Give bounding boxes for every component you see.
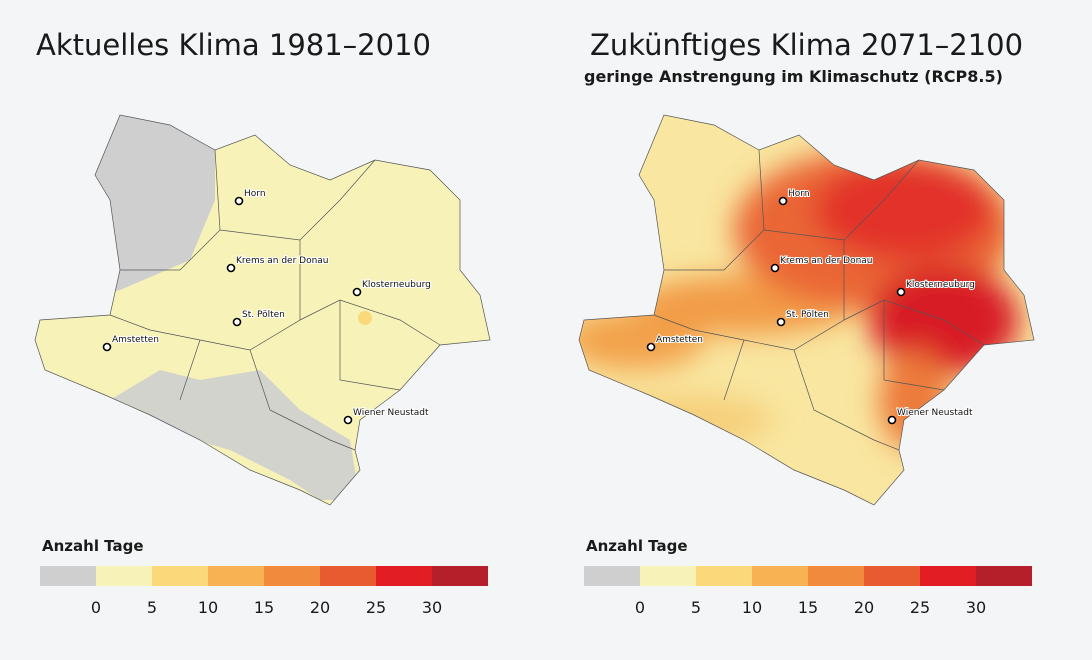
city-label: Klosterneuburg (362, 280, 431, 290)
map-current: Horn Krems an der Donau Klosterneuburg St. … (34, 114, 491, 506)
legend-title: Anzahl Tage (42, 537, 144, 555)
legend-swatch (864, 566, 920, 586)
map-subtitle: geringe Anstrengung im Klimaschutz (RCP8… (584, 67, 1003, 86)
legend-swatch (96, 566, 152, 586)
legend-tick-label: 10 (742, 598, 762, 617)
city-label: Wiener Neustadt (897, 408, 973, 418)
legend-swatch (752, 566, 808, 586)
city-marker (226, 263, 236, 273)
city-label: Krems an der Donau (236, 256, 329, 266)
legend-swatch (584, 566, 640, 586)
city-marker (102, 342, 112, 352)
city-marker (776, 317, 786, 327)
legend-tick-label: 30 (966, 598, 986, 617)
legend-title: Anzahl Tage (586, 537, 688, 555)
legend-tick-label: 0 (91, 598, 101, 617)
legend-swatch (208, 566, 264, 586)
city-marker (234, 196, 244, 206)
legend-swatch (320, 566, 376, 586)
city-marker (343, 415, 353, 425)
legend-swatch (40, 566, 96, 586)
legend-swatch (152, 566, 208, 586)
city-label: Horn (788, 189, 810, 199)
legend-tick-label: 30 (422, 598, 442, 617)
city-label: Amstetten (112, 335, 159, 345)
legend-swatch (432, 566, 488, 586)
city-marker (646, 342, 656, 352)
city-marker (778, 196, 788, 206)
city-label: Krems an der Donau (780, 256, 873, 266)
legend-tick-label: 15 (254, 598, 274, 617)
legend-tick-label: 10 (198, 598, 218, 617)
city-marker (232, 317, 242, 327)
city-marker (887, 415, 897, 425)
map-future: Horn Krems an der Donau Klosterneuburg St. … (578, 114, 1035, 506)
legend-tick-label: 0 (635, 598, 645, 617)
map-title: Zukünftiges Klima 2071–2100 (590, 28, 1023, 62)
legend-swatch (920, 566, 976, 586)
legend-swatch (976, 566, 1032, 586)
legend-swatch (640, 566, 696, 586)
city-marker (896, 287, 906, 297)
legend-tick-label: 25 (910, 598, 930, 617)
legend-tick-label: 25 (366, 598, 386, 617)
legend-swatch (808, 566, 864, 586)
legend-swatch (264, 566, 320, 586)
city-label: Horn (244, 189, 266, 199)
legend-tick-label: 15 (798, 598, 818, 617)
city-label: St. Pölten (786, 310, 829, 320)
city-label: Klosterneuburg (906, 280, 975, 290)
city-label: St. Pölten (242, 310, 285, 320)
legend-swatch (376, 566, 432, 586)
legend-tick-label: 20 (310, 598, 330, 617)
city-marker (770, 263, 780, 273)
legend-tick-label: 5 (691, 598, 701, 617)
city-label: Wiener Neustadt (353, 408, 429, 418)
legend-swatch (696, 566, 752, 586)
legend-tick-label: 5 (147, 598, 157, 617)
city-label: Amstetten (656, 335, 703, 345)
map-title: Aktuelles Klima 1981–2010 (36, 28, 431, 62)
legend-tick-label: 20 (854, 598, 874, 617)
city-marker (352, 287, 362, 297)
